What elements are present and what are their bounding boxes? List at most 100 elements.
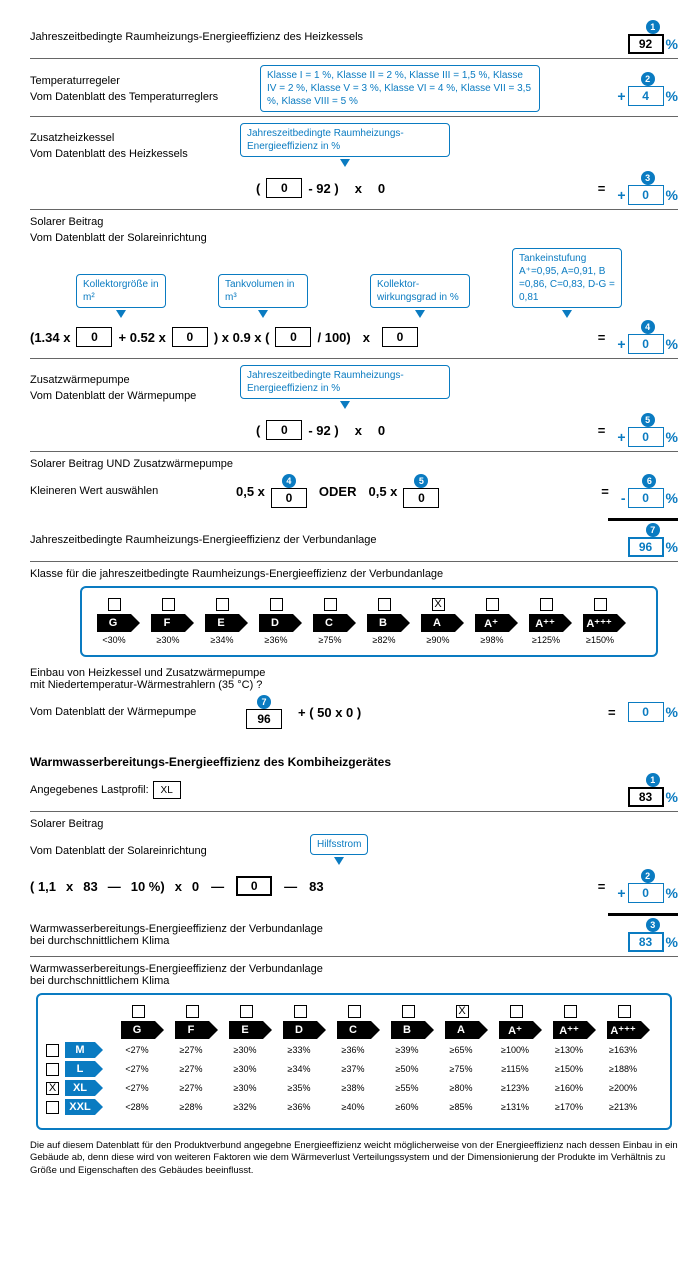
s5-c2: x [355,423,362,438]
eq: = [598,879,606,894]
size-cell: ≥123% [491,1083,539,1093]
size-class-col: X A [438,1005,486,1039]
footnote: Die auf diesem Datenblatt für den Produk… [30,1140,678,1177]
size-class-col: A⁺⁺ [546,1005,594,1039]
s5-sub: Vom Datenblatt der Wärmepumpe [30,390,240,402]
s1-value: 92 [628,34,664,54]
s2-sub: Vom Datenblatt des Temperaturreglers [30,91,260,103]
size-row: X XL<27%≥27%≥30%≥35%≥38%≥55%≥80%≥123%≥16… [46,1080,662,1096]
badge-ww3: 3 [646,918,660,932]
size-cell: ≥131% [491,1102,539,1112]
badge-4b: 4 [282,474,296,488]
class-label: D [283,1021,317,1039]
checkbox[interactable] [294,1005,307,1018]
minus-icon: - [621,490,626,506]
eq: = [608,705,616,720]
size-cell: ≥200% [599,1083,647,1093]
size-row: XXL<28%≥28%≥32%≥36%≥40%≥60%≥85%≥131%≥170… [46,1099,662,1115]
size-class-col: E [222,1005,270,1039]
checkbox[interactable]: X [456,1005,469,1018]
checkbox[interactable] [510,1005,523,1018]
s6-f3: 0,5 x [368,484,397,499]
checkbox[interactable] [540,598,553,611]
checkbox[interactable] [108,598,121,611]
s4-v4[interactable]: 0 [382,327,418,347]
ww3-t2: bei durchschnittlichem Klima [30,935,323,947]
s5-input[interactable]: 0 [266,420,302,440]
size-cell: ≥130% [545,1045,593,1055]
s7-title: Jahreszeitbedingte Raumheizungs-Energiee… [30,534,377,546]
size-cell: ≥30% [221,1045,269,1055]
s6-sub: Kleineren Wert auswählen [30,485,230,497]
checkbox[interactable]: X [432,598,445,611]
arrow-down-icon [116,310,126,318]
s6-v2: 0 [403,488,439,508]
section-6: Solarer Beitrag UND Zusatzwärmepumpe Kle… [30,458,678,512]
checkbox[interactable] [348,1005,361,1018]
ww2-hint: Hilfsstrom [310,834,368,855]
size-cell: ≥30% [221,1064,269,1074]
checkbox[interactable] [486,598,499,611]
class-pct: ≥36% [265,635,288,645]
ww2-f3: 83 [83,879,97,894]
s7-value: 96 [628,537,664,557]
plus-icon: + [617,885,625,901]
size-cell: ≥150% [545,1064,593,1074]
checkbox[interactable]: X [46,1082,59,1095]
checkbox[interactable] [240,1005,253,1018]
class-label: D [259,614,293,632]
class-label: B [367,614,401,632]
checkbox[interactable] [324,598,337,611]
badge-ww2: 2 [641,869,655,883]
size-class-col: B [384,1005,432,1039]
badge-6: 6 [642,474,656,488]
size-class-col: A⁺⁺⁺ [600,1005,648,1039]
s5-title: Zusatzwärmepumpe [30,374,240,386]
eq: = [598,423,606,438]
checkbox[interactable] [162,598,175,611]
checkbox[interactable] [594,598,607,611]
checkbox[interactable] [270,598,283,611]
class-label: A⁺ [475,614,509,632]
s3-title: Zusatzheizkessel [30,132,240,144]
checkbox[interactable] [564,1005,577,1018]
size-cell: ≥33% [275,1045,323,1055]
checkbox[interactable] [618,1005,631,1018]
checkbox[interactable] [402,1005,415,1018]
class-label: E [229,1021,263,1039]
s4-v2[interactable]: 0 [172,327,208,347]
s4-v3[interactable]: 0 [275,327,311,347]
eq: = [601,484,609,499]
s6-title: Solarer Beitrag UND Zusatzwärmepumpe [30,458,678,470]
class-pct: ≥125% [532,635,560,645]
checkbox[interactable] [216,598,229,611]
class-col: A⁺ ≥98% [468,598,516,645]
ww2-v1[interactable]: 0 [236,876,272,896]
checkbox[interactable] [186,1005,199,1018]
size-cell: ≥75% [437,1064,485,1074]
s8-v1: 96 [246,709,282,729]
checkbox[interactable] [46,1101,59,1114]
class-label: G [121,1021,155,1039]
class-pct: ≥98% [481,635,504,645]
checkbox[interactable] [378,598,391,611]
s4-v1[interactable]: 0 [76,327,112,347]
ww2-value: 0 [628,883,664,903]
checkbox[interactable] [46,1063,59,1076]
size-label: L [65,1061,95,1077]
s3-input[interactable]: 0 [266,178,302,198]
class-col: D ≥36% [252,598,300,645]
s4-l1: Kollektorgröße in m² [76,274,166,308]
class-label: F [151,614,185,632]
pct: % [666,704,678,720]
ww-section-2: Solarer Beitrag Vom Datenblatt der Solar… [30,818,678,907]
ww4-t2: bei durchschnittlichem Klima [30,975,678,987]
s6-f2: ODER [319,484,357,499]
ww2-f1: ( 1,1 [30,879,56,894]
checkbox[interactable] [46,1044,59,1057]
class-col: A⁺⁺⁺ ≥150% [576,598,624,645]
pct: % [666,88,678,104]
section-1: Jahreszeitbedingte Raumheizungs-Energiee… [30,20,678,59]
size-cell: ≥50% [383,1064,431,1074]
checkbox[interactable] [132,1005,145,1018]
